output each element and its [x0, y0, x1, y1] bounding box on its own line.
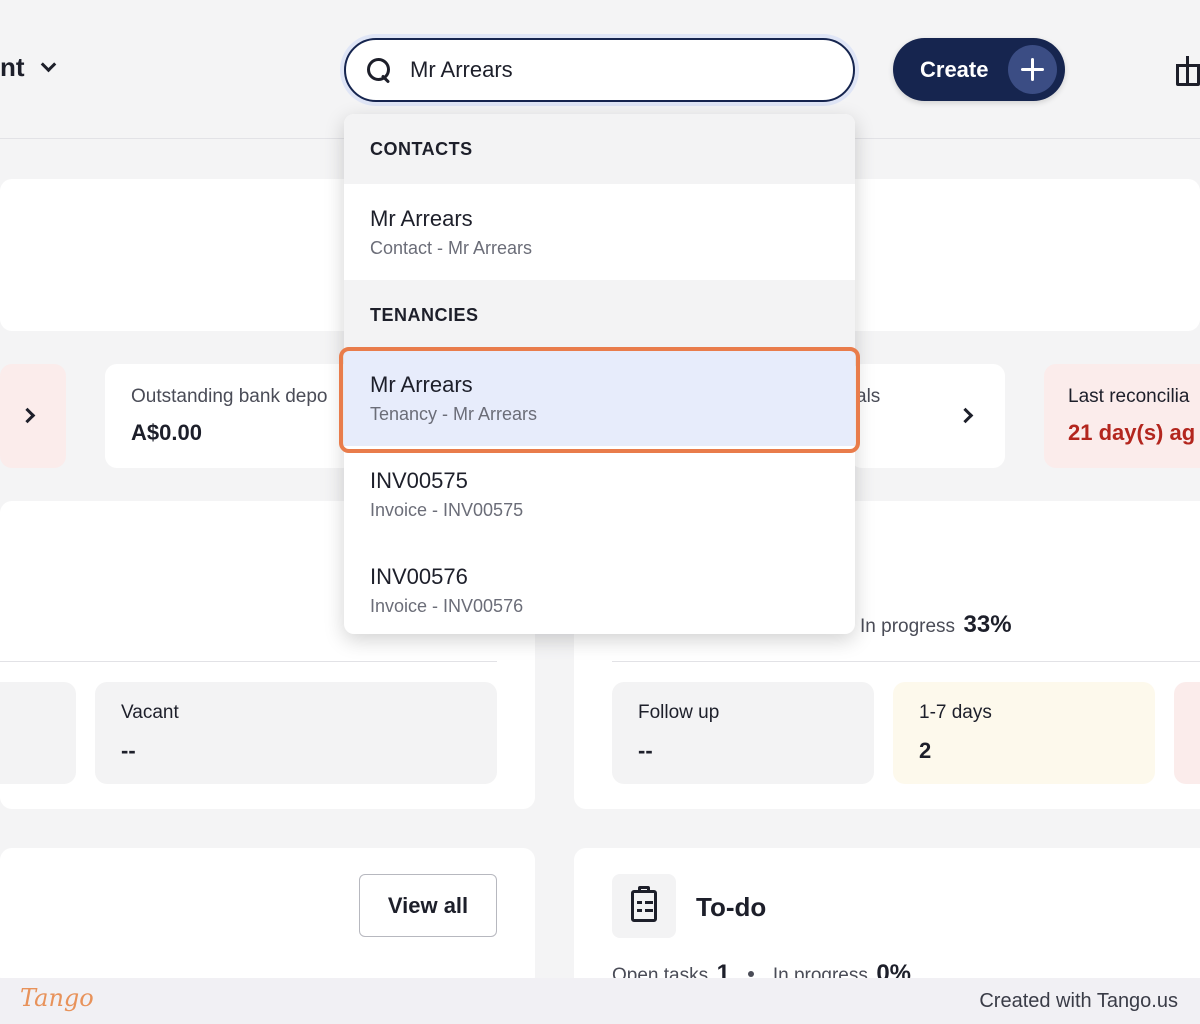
in-progress-value: 33%: [963, 611, 1012, 638]
divider: [612, 661, 1200, 662]
account-menu[interactable]: nt: [0, 52, 56, 83]
tile-label: Vacant: [121, 702, 179, 723]
search-icon: [366, 57, 392, 83]
tile-value: 2: [919, 738, 932, 763]
stat-value: A$0.00: [131, 420, 202, 445]
stat-title-fragment: als: [856, 386, 881, 407]
result-name: Mr Arrears: [370, 372, 473, 397]
chevron-down-icon: [40, 56, 56, 73]
tile-label: Follow up: [638, 702, 720, 723]
search-focus-ring: [340, 34, 859, 106]
tile-value: --: [638, 738, 653, 763]
stat-card-middle[interactable]: als: [850, 364, 1005, 468]
tile-vacant[interactable]: Vacant --: [95, 682, 497, 784]
tango-footer: Tango Created with Tango.us: [0, 978, 1200, 1024]
account-label: nt: [0, 52, 25, 82]
tile-right-partial[interactable]: [1174, 682, 1200, 784]
tile-label: 1-7 days: [919, 702, 992, 723]
list-card: View all: [0, 848, 535, 988]
stat-title: Last reconcilia: [1068, 386, 1190, 407]
result-contact-mr-arrears[interactable]: Mr Arrears Contact - Mr Arrears: [344, 184, 855, 280]
todo-card: To-do Open tasks 1 In progress 0%: [574, 848, 1200, 988]
result-name: INV00575: [370, 468, 468, 493]
view-all-label: View all: [387, 892, 469, 918]
stat-card-bank-deposits[interactable]: Outstanding bank depo A$0.00: [105, 364, 355, 468]
gift-icon[interactable]: [1176, 56, 1200, 86]
stat-title: Outstanding bank depo: [131, 386, 328, 407]
create-button[interactable]: Create: [893, 38, 1065, 101]
search-input[interactable]: [410, 57, 830, 83]
plus-icon: [1008, 45, 1057, 94]
tile-left-partial[interactable]: [0, 682, 76, 784]
top-header: nt Create: [0, 0, 1200, 139]
search-bar[interactable]: [344, 38, 855, 102]
result-name: Mr Arrears: [370, 206, 473, 231]
tile-follow-up[interactable]: Follow up --: [612, 682, 874, 784]
chevron-right-icon: [19, 407, 36, 424]
view-all-button[interactable]: View all: [359, 874, 497, 937]
in-progress-label: In progress: [860, 616, 956, 637]
result-subtitle: Invoice - INV00576: [370, 596, 524, 616]
result-subtitle: Tenancy - Mr Arrears: [370, 404, 538, 424]
section-header-contacts: CONTACTS: [344, 114, 855, 184]
separator-dot: [748, 971, 755, 977]
section-header-tenancies: TENANCIES: [344, 280, 855, 350]
create-button-label: Create: [920, 56, 989, 82]
result-tenancy-mr-arrears[interactable]: Mr Arrears Tenancy - Mr Arrears: [344, 350, 855, 446]
todo-title: To-do: [696, 892, 767, 922]
chevron-right-icon: [957, 407, 974, 424]
result-invoice-inv00575[interactable]: INV00575 Invoice - INV00575: [344, 446, 855, 542]
tile-value: --: [121, 738, 136, 763]
tile-1-7-days[interactable]: 1-7 days 2: [893, 682, 1155, 784]
stat-card-last-reconcile[interactable]: Last reconcilia 21 day(s) ag: [1044, 364, 1200, 468]
tango-logo: Tango: [20, 984, 94, 1012]
search-results-dropdown: CONTACTS Mr Arrears Contact - Mr Arrears…: [339, 114, 860, 634]
result-invoice-inv00576[interactable]: INV00576 Invoice - INV00576: [344, 542, 855, 638]
result-name: INV00576: [370, 564, 468, 589]
divider: [0, 661, 497, 662]
stat-value: 21 day(s) ag: [1068, 420, 1196, 445]
result-subtitle: Contact - Mr Arrears: [370, 238, 533, 258]
footer-credit: Created with Tango.us: [979, 990, 1178, 1012]
in-progress-stat: In progress 33%: [860, 611, 1012, 639]
result-subtitle: Invoice - INV00575: [370, 500, 524, 520]
stat-card-left-partial[interactable]: [0, 364, 66, 468]
clipboard-icon: [612, 874, 676, 938]
